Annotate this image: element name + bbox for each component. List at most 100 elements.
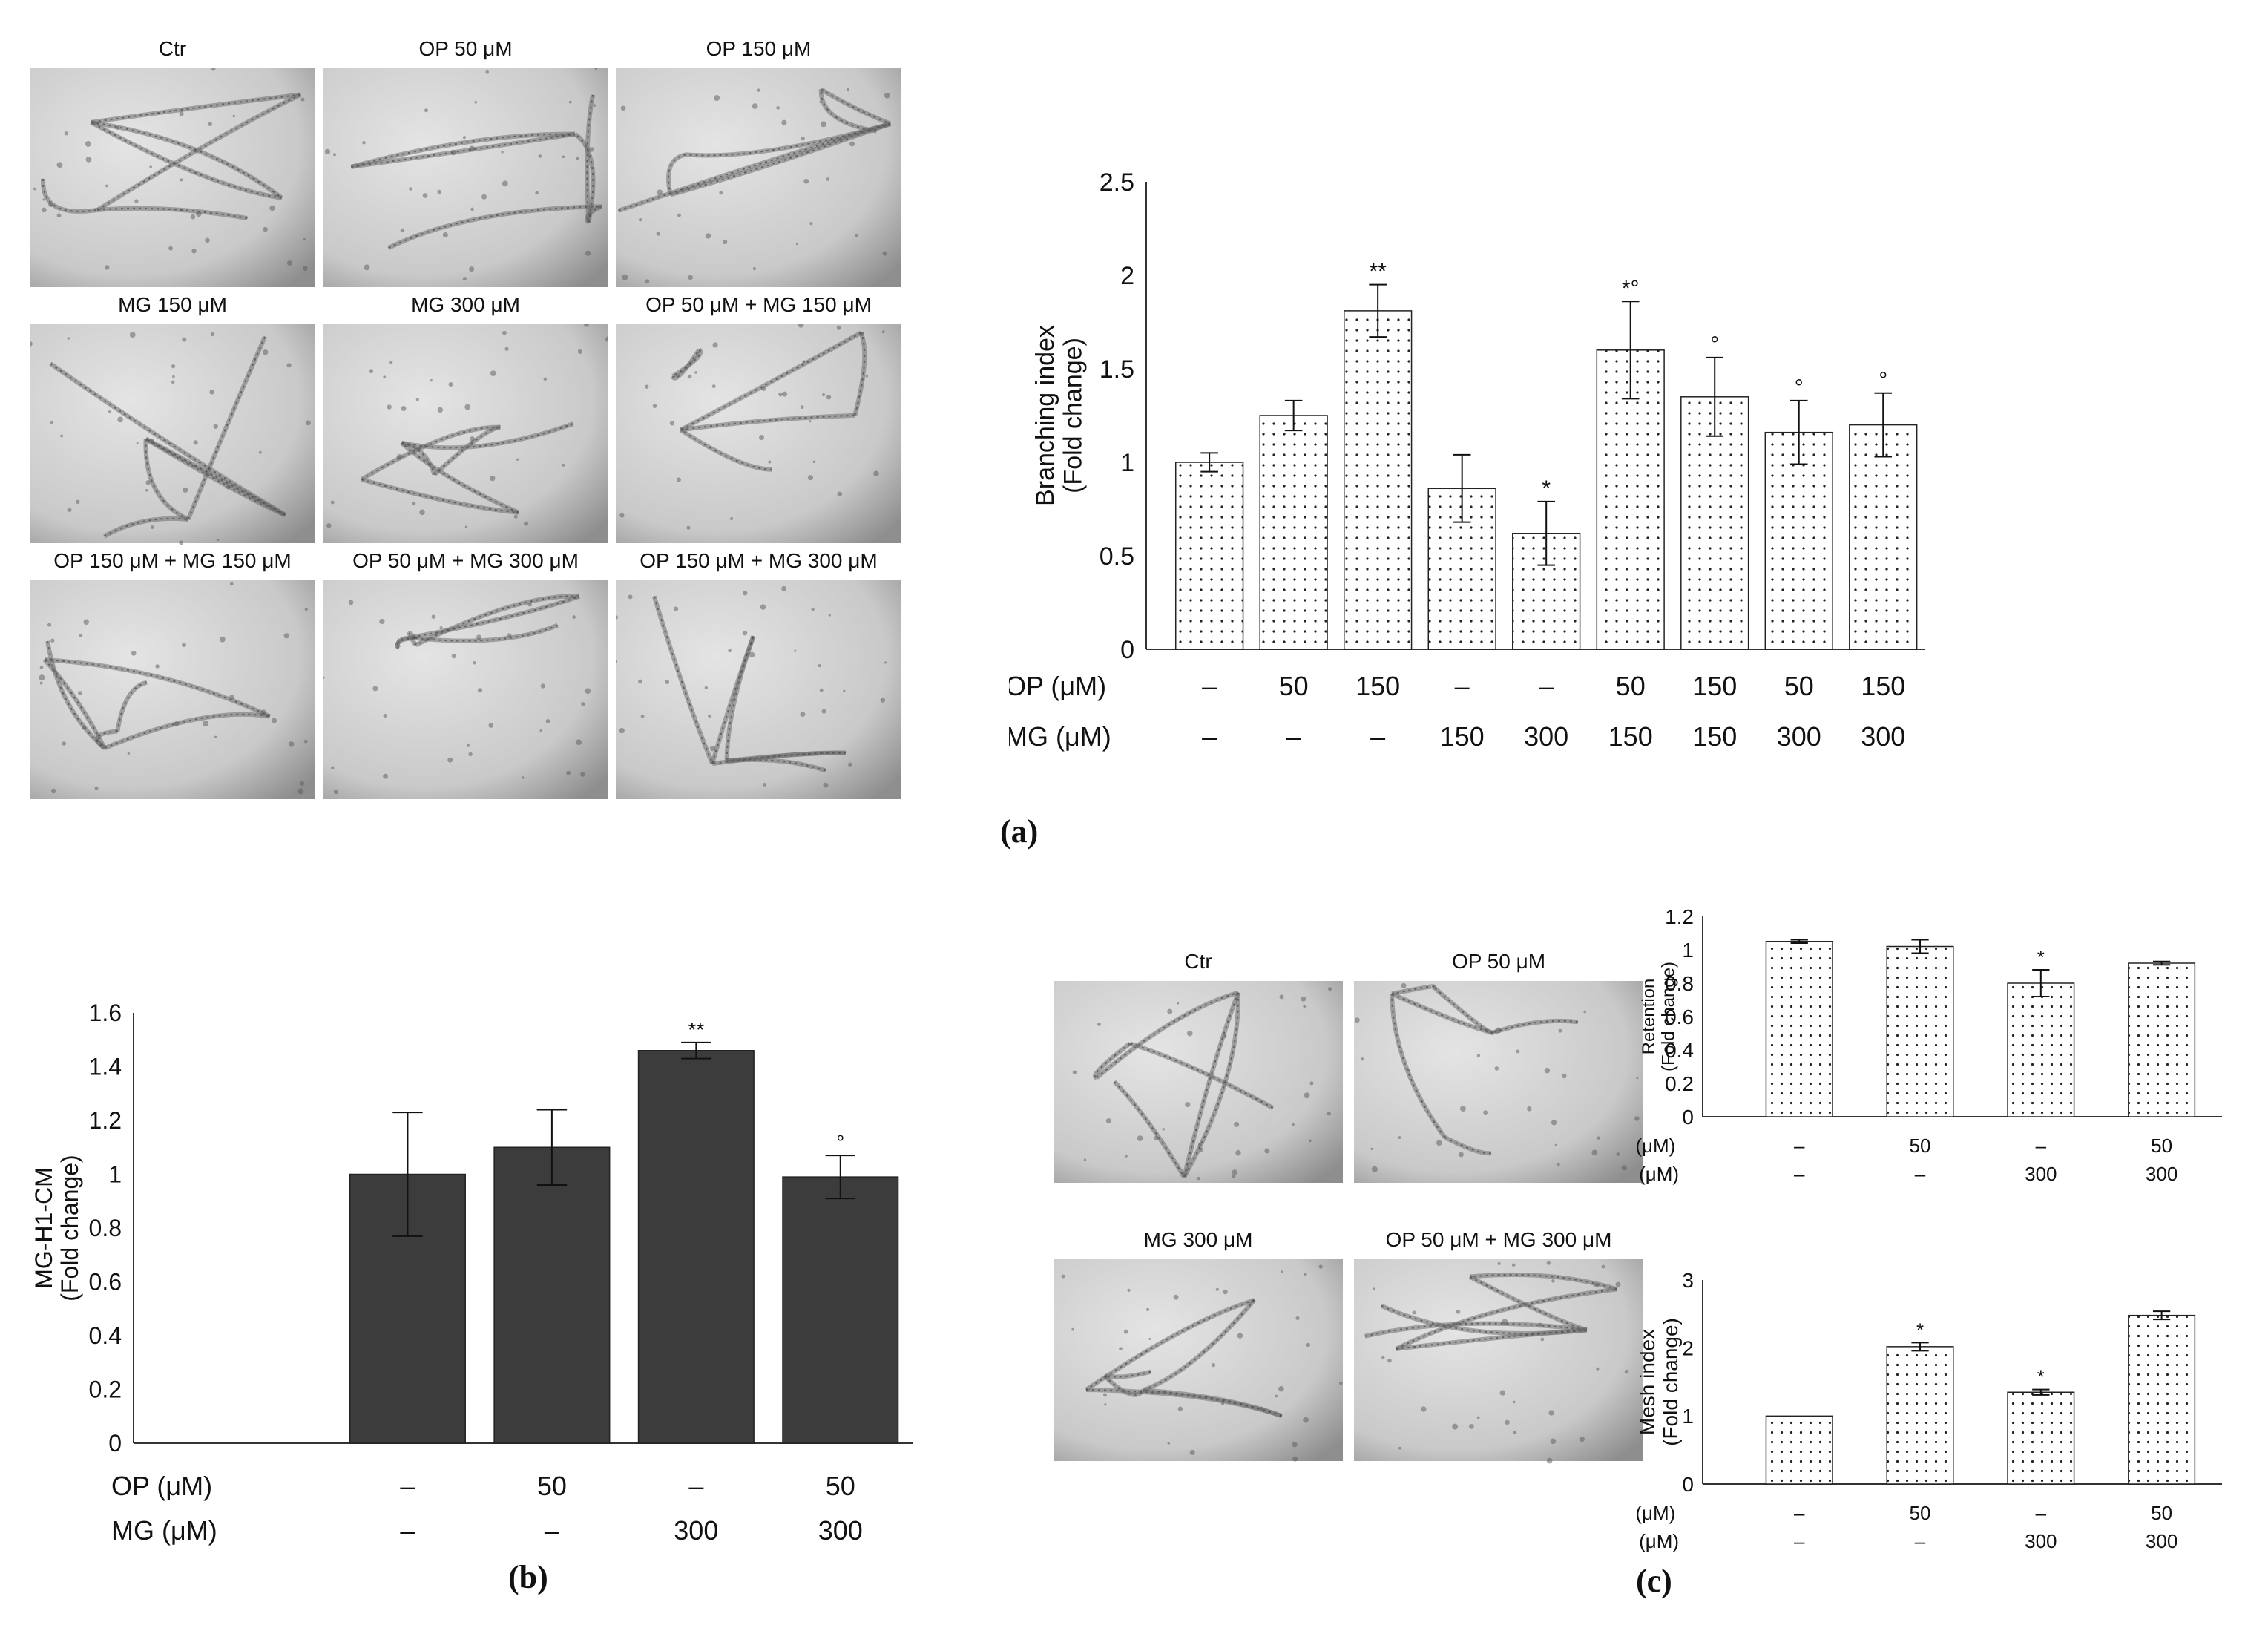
mg-row-label: MG (μM) bbox=[1632, 1163, 1679, 1185]
significance-mark: * bbox=[2037, 1366, 2045, 1388]
mg-value-label: 300 bbox=[1777, 721, 1821, 752]
bar bbox=[1765, 1415, 1833, 1485]
micrograph-image bbox=[30, 324, 315, 545]
op-row-label: OP (μM) bbox=[111, 1471, 212, 1501]
bar bbox=[2007, 982, 2075, 1117]
op-value-label: 50 bbox=[826, 1471, 855, 1501]
micrograph-image bbox=[30, 68, 315, 287]
y-tick-label: 1 bbox=[1682, 1405, 1694, 1428]
y-tick-label: 1 bbox=[1120, 449, 1134, 477]
mg-value-label: 300 bbox=[2025, 1530, 2057, 1552]
significance-mark: *° bbox=[1622, 276, 1640, 301]
op-value-label: 150 bbox=[1692, 671, 1737, 701]
op-value-label: – bbox=[1455, 671, 1470, 701]
y-tick-label: 1 bbox=[1682, 939, 1694, 962]
micrograph-image bbox=[616, 68, 901, 287]
panel-a-letter: (a) bbox=[1000, 813, 1039, 850]
y-tick-label: 0 bbox=[108, 1430, 122, 1457]
micrograph-image bbox=[1054, 1259, 1343, 1462]
y-tick-label: 0 bbox=[1682, 1106, 1694, 1129]
bar bbox=[2128, 962, 2196, 1117]
y-axis-label: Retention(Fold change) bbox=[1639, 962, 1678, 1071]
micrograph-image bbox=[323, 68, 608, 287]
micrograph-panel: OP 150 μM + MG 300 μM bbox=[616, 549, 901, 801]
significance-mark: ** bbox=[1369, 260, 1387, 284]
bar bbox=[1259, 415, 1328, 650]
y-tick-label: 0.6 bbox=[1665, 1005, 1694, 1028]
micrograph-label: OP 50 μM + MG 150 μM bbox=[645, 293, 872, 316]
bar bbox=[1849, 424, 1918, 650]
y-tick-label: 2 bbox=[1682, 1336, 1694, 1359]
micrograph-label: Ctr bbox=[1184, 950, 1212, 973]
y-tick-label: 0.2 bbox=[89, 1376, 122, 1403]
op-value-label: – bbox=[1539, 671, 1554, 701]
op-value-label: – bbox=[2036, 1135, 2047, 1157]
y-tick-label: 0.5 bbox=[1100, 542, 1134, 571]
mg-row-label: MG (μM) bbox=[111, 1515, 217, 1546]
op-value-label: 50 bbox=[1784, 671, 1814, 701]
y-tick-label: 3 bbox=[1682, 1269, 1694, 1292]
micrograph-panel: OP 150 μM + MG 150 μM bbox=[30, 549, 315, 801]
y-tick-label: 0.4 bbox=[89, 1322, 122, 1349]
y-tick-label: 0.8 bbox=[1665, 972, 1694, 995]
op-value-label: 50 bbox=[537, 1471, 567, 1501]
significance-mark: * bbox=[1916, 1319, 1924, 1341]
bar bbox=[1886, 1346, 1954, 1485]
micrograph-label: MG 150 μM bbox=[118, 293, 227, 316]
micrograph-image bbox=[323, 580, 608, 799]
micrograph-label: OP 50 μM bbox=[1451, 950, 1546, 973]
op-row-label: OP (μM) bbox=[1632, 1502, 1675, 1524]
bar bbox=[637, 1050, 755, 1444]
micrograph-label: OP 50 μM + MG 300 μM bbox=[1385, 1228, 1612, 1251]
mg-value-label: – bbox=[1794, 1530, 1805, 1552]
mg-value-label: 300 bbox=[1861, 721, 1905, 752]
micrograph-image bbox=[1054, 981, 1343, 1183]
micrograph-panel: OP 50 μM + MG 300 μM bbox=[323, 549, 608, 801]
y-tick-label: 0.2 bbox=[1665, 1072, 1694, 1095]
y-tick-label: 1 bbox=[108, 1161, 122, 1188]
micrograph-panel: OP 50 μM + MG 300 μM bbox=[1354, 1228, 1643, 1464]
significance-mark: ° bbox=[1710, 332, 1719, 357]
micrograph-panel: Ctr bbox=[30, 37, 315, 289]
y-tick-label: 2.5 bbox=[1100, 168, 1134, 197]
mg-value-label: 300 bbox=[2146, 1530, 2177, 1552]
panel-b-letter: (b) bbox=[508, 1559, 548, 1595]
micrograph-image bbox=[616, 324, 901, 543]
branching-index-chart: 0 0.5 1 1.5 2 2.5 Branching index(Fold change)… bbox=[1009, 168, 1925, 752]
micrograph-label: MG 300 μM bbox=[411, 293, 520, 316]
op-value-label: – bbox=[688, 1471, 703, 1501]
mg-value-label: – bbox=[400, 1515, 415, 1546]
op-value-label: – bbox=[1794, 1502, 1805, 1524]
significance-mark: * bbox=[1542, 476, 1551, 501]
mg-value-label: – bbox=[1915, 1530, 1926, 1552]
y-tick-label: 2 bbox=[1120, 262, 1134, 290]
op-value-label: 50 bbox=[1910, 1502, 1931, 1524]
y-tick-label: 1.6 bbox=[89, 1000, 122, 1026]
y-axis-label: Branching index(Fold change) bbox=[1031, 325, 1087, 506]
bar bbox=[1764, 431, 1833, 650]
micrograph-label: OP 150 μM bbox=[706, 37, 812, 60]
op-value-label: 50 bbox=[2151, 1135, 2172, 1157]
mg-value-label: 300 bbox=[818, 1515, 863, 1546]
op-value-label: – bbox=[2036, 1502, 2047, 1524]
micrograph-panel: Ctr bbox=[1054, 950, 1343, 1184]
micrograph-image bbox=[616, 580, 901, 799]
op-value-label: – bbox=[1794, 1135, 1805, 1157]
micrograph-label: Ctr bbox=[158, 37, 187, 60]
mg-value-label: – bbox=[1794, 1163, 1805, 1185]
micrograph-panel: MG 300 μM bbox=[1054, 1228, 1343, 1463]
y-tick-label: 0.8 bbox=[89, 1215, 122, 1241]
mg-value-label: 150 bbox=[1608, 721, 1653, 752]
op-value-label: – bbox=[400, 1471, 415, 1501]
y-tick-label: 1.2 bbox=[89, 1107, 122, 1134]
y-tick-label: 0.6 bbox=[89, 1269, 122, 1296]
mg-h1-cm-chart: 0 0.2 0.4 0.6 0.8 1 1.2 1.4 1.6 MG-H1-CM(Fold cha… bbox=[30, 1000, 913, 1546]
op-value-label: 50 bbox=[1616, 671, 1646, 701]
mg-value-label: – bbox=[1286, 721, 1301, 752]
mg-value-label: 300 bbox=[674, 1515, 718, 1546]
significance-mark: ° bbox=[1795, 375, 1804, 400]
mg-row-label: MG (μM) bbox=[1009, 721, 1111, 752]
bar bbox=[1886, 945, 1954, 1117]
micrograph-panel: OP 50 μM bbox=[1354, 950, 1643, 1185]
mg-value-label: 300 bbox=[2146, 1163, 2177, 1185]
